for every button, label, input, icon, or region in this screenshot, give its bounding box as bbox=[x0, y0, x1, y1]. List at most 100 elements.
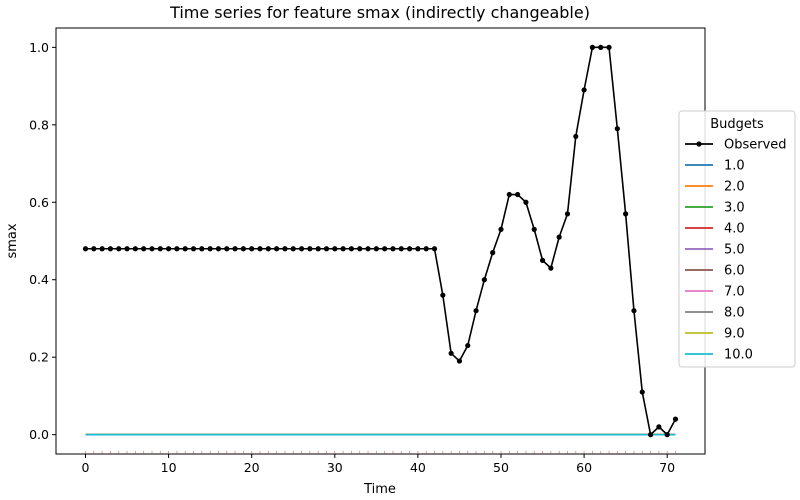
data-point bbox=[490, 250, 496, 256]
data-point bbox=[672, 416, 679, 422]
data-point bbox=[107, 246, 114, 252]
data-point bbox=[573, 133, 579, 140]
x-axis: 0 10 20 30 40 50 60 70 bbox=[82, 454, 675, 475]
legend-label: 8.0 bbox=[724, 306, 745, 321]
data-point bbox=[116, 246, 122, 252]
x-tick-label: 20 bbox=[244, 460, 260, 475]
data-point bbox=[157, 246, 163, 252]
data-point bbox=[99, 246, 105, 252]
data-point bbox=[639, 389, 645, 395]
legend-item: 3.0 bbox=[685, 201, 745, 216]
legend-label: 9.0 bbox=[724, 327, 745, 342]
y-tick-label: 0.8 bbox=[29, 117, 49, 132]
data-point bbox=[340, 246, 346, 252]
x-tick-label: 0 bbox=[82, 460, 90, 475]
legend-item: 7.0 bbox=[685, 285, 745, 300]
data-point bbox=[199, 246, 205, 252]
legend-item: 9.0 bbox=[685, 327, 745, 342]
data-point bbox=[141, 246, 147, 252]
x-tick-label: 10 bbox=[161, 460, 177, 475]
data-point bbox=[382, 246, 388, 252]
legend-title: Budgets bbox=[710, 117, 764, 132]
data-point bbox=[515, 191, 521, 198]
data-point bbox=[523, 199, 529, 205]
data-point bbox=[357, 246, 363, 252]
data-point bbox=[290, 246, 296, 252]
data-point bbox=[182, 246, 188, 252]
data-point bbox=[598, 44, 604, 50]
data-point bbox=[548, 265, 554, 271]
legend-label: 5.0 bbox=[724, 243, 745, 258]
data-point bbox=[539, 257, 546, 263]
data-point bbox=[481, 277, 487, 283]
data-point bbox=[473, 308, 479, 314]
data-point bbox=[149, 246, 155, 252]
legend-item: 5.0 bbox=[685, 243, 745, 258]
y-axis: 0.0 0.2 0.4 0.6 0.8 1.0 bbox=[29, 40, 56, 442]
data-point bbox=[440, 292, 446, 298]
legend-item: 2.0 bbox=[685, 180, 745, 195]
data-point bbox=[664, 432, 670, 438]
y-tick-label: 0.0 bbox=[29, 427, 49, 442]
data-point bbox=[232, 246, 238, 252]
data-point bbox=[448, 350, 454, 356]
y-tick-label: 0.4 bbox=[29, 272, 49, 287]
legend-item: Observed bbox=[685, 138, 787, 153]
data-point bbox=[564, 211, 571, 217]
legend-label: 6.0 bbox=[724, 264, 745, 279]
data-point bbox=[298, 246, 305, 252]
legend-label: 4.0 bbox=[724, 222, 745, 237]
data-point bbox=[556, 234, 562, 240]
legend-item: 1.0 bbox=[685, 159, 745, 174]
legend-label: 7.0 bbox=[724, 285, 745, 300]
data-point bbox=[215, 246, 222, 252]
y-axis-title: smax bbox=[5, 223, 20, 258]
data-point bbox=[423, 246, 429, 252]
data-point bbox=[207, 246, 213, 252]
data-point bbox=[365, 246, 371, 252]
data-point bbox=[165, 246, 172, 252]
legend-label: 10.0 bbox=[724, 348, 753, 363]
data-point bbox=[282, 246, 288, 252]
data-point bbox=[623, 211, 629, 217]
legend-item: 6.0 bbox=[685, 264, 745, 279]
data-point bbox=[531, 226, 537, 232]
data-point bbox=[174, 246, 180, 252]
y-tick-label: 1.0 bbox=[29, 40, 49, 55]
data-point bbox=[124, 246, 130, 252]
data-point bbox=[506, 191, 512, 198]
legend: Budgets Observed 1.0 2.0 3.0 4.0 5.0 6.0 7.0 8.0… bbox=[678, 110, 796, 368]
legend-item: 8.0 bbox=[685, 306, 745, 321]
x-axis-title: Time bbox=[363, 482, 396, 497]
data-point bbox=[249, 246, 255, 252]
data-point bbox=[631, 308, 637, 314]
legend-label: Observed bbox=[724, 138, 787, 153]
data-point bbox=[614, 126, 620, 132]
legend-label: 2.0 bbox=[724, 180, 745, 195]
data-point bbox=[348, 246, 355, 252]
data-point bbox=[498, 226, 504, 232]
legend-item: 4.0 bbox=[685, 222, 745, 237]
data-point bbox=[190, 246, 197, 252]
data-point bbox=[581, 87, 587, 93]
data-point bbox=[332, 246, 338, 252]
data-point bbox=[647, 432, 654, 438]
x-tick-label: 40 bbox=[410, 460, 426, 475]
data-point bbox=[132, 246, 138, 252]
data-point bbox=[656, 424, 662, 430]
series-observed-line bbox=[85, 46, 677, 436]
chart-title: Time series for feature smax (indirectly… bbox=[169, 3, 590, 22]
x-tick-label: 50 bbox=[493, 460, 509, 475]
x-tick-label: 60 bbox=[576, 460, 592, 475]
legend-label: 3.0 bbox=[724, 201, 745, 216]
data-point bbox=[373, 246, 379, 252]
data-point bbox=[274, 246, 280, 252]
legend-label: 1.0 bbox=[724, 159, 745, 174]
series-layer bbox=[82, 44, 679, 438]
y-tick-label: 0.2 bbox=[29, 350, 49, 365]
data-point bbox=[307, 246, 313, 252]
data-point bbox=[265, 246, 271, 252]
plot-area bbox=[55, 27, 706, 455]
data-point bbox=[415, 246, 421, 252]
